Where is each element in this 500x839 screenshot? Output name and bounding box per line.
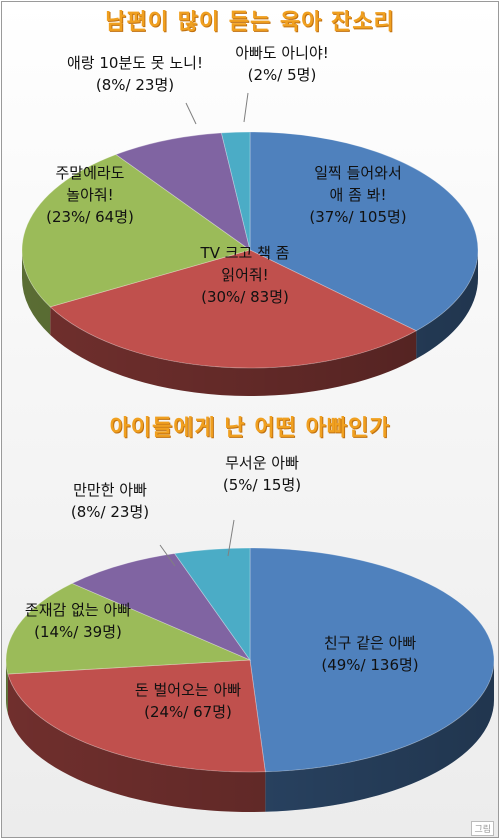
pie-2-leader-5: [227, 519, 235, 557]
pie-2-label-2: 돈 벌어오는 아빠 (24%/ 67명): [135, 681, 241, 721]
pie-2-label-5: 무서운 아빠 (5%/ 15명): [223, 454, 301, 494]
chart-2-title: 아이들에게 난 어떤 아빠인가: [109, 416, 391, 441]
pie-2-label-1: 친구 같은 아빠 (49%/ 136명): [321, 634, 418, 674]
chart-1-title: 남편이 많이 듣는 육아 잔소리: [105, 10, 395, 35]
pie-1-slice-2: [49, 249, 418, 369]
pie-1-slice-3: [21, 154, 251, 308]
pie-1-label-4: 애랑 10분도 못 노니! (8%/ 23명): [67, 54, 203, 94]
pie-1-leader-5: [243, 92, 249, 123]
pie-2-side-shade: [6, 660, 494, 812]
watermark: 그림: [471, 821, 494, 836]
pie-2-slice-3: [5, 582, 251, 675]
pie-1-slice-5: [220, 131, 251, 251]
pie-2-slice-5: [173, 547, 251, 662]
pie-2-slice-1: [249, 547, 495, 773]
pie-1-slice-4: [115, 132, 251, 251]
pie-1-slice-1: [249, 131, 479, 332]
pie-1-leader-4: [185, 102, 197, 125]
pie-2-slice-2: [7, 659, 266, 773]
pie-chart-2: 친구 같은 아빠 (49%/ 136명) 돈 벌어오는 아빠 (24%/ 67명)존재…: [5, 454, 495, 812]
pie-chart-1: 일찍 들어와서 애 좀 봐! (37%/ 105명) TV 크고 책 좀 읽어줘! (30…: [21, 44, 479, 396]
pie-2-slice-4: [71, 553, 252, 661]
pie-1-label-2: TV 크고 책 좀 읽어줘! (30%/ 83명): [200, 244, 290, 306]
pie-2-label-4: 만만한 아빠 (8%/ 23명): [71, 481, 149, 521]
pie-1-label-5: 아빠도 아니야! (2%/ 5명): [235, 44, 329, 84]
pie-2-label-3: 존재감 없는 아빠 (14%/ 39명): [25, 601, 131, 641]
pie-1-label-3: 주말에라도 놀아줘! (23%/ 64명): [46, 164, 134, 226]
pie-1-side-shade: [22, 250, 478, 396]
pie-2-leader-4: [159, 544, 176, 567]
pie-1-label-1: 일찍 들어와서 애 좀 봐! (37%/ 105명): [309, 164, 406, 226]
